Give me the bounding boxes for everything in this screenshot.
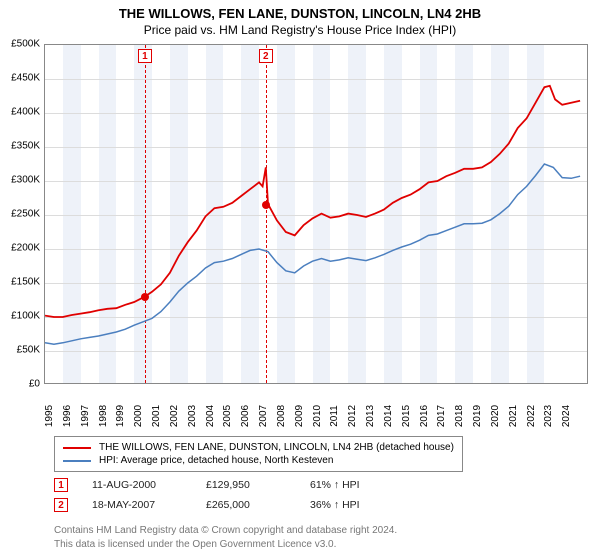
x-axis-label: 2013	[365, 405, 376, 427]
x-axis-label: 2000	[133, 405, 144, 427]
legend-item-series1: THE WILLOWS, FEN LANE, DUNSTON, LINCOLN,…	[63, 441, 454, 454]
sale-row-1: 1 11-AUG-2000 £129,950 61% ↑ HPI	[54, 478, 360, 492]
y-axis-label: £450K	[4, 73, 40, 84]
x-axis-label: 2015	[401, 405, 412, 427]
footer-line2: This data is licensed under the Open Gov…	[54, 538, 397, 552]
y-axis-label: £500K	[4, 39, 40, 50]
x-axis-label: 2002	[169, 405, 180, 427]
x-axis-label: 2008	[276, 405, 287, 427]
x-axis-label: 1996	[62, 405, 73, 427]
x-axis-label: 2020	[490, 405, 501, 427]
chart-subtitle: Price paid vs. HM Land Registry's House …	[0, 23, 600, 37]
x-axis-label: 2012	[347, 405, 358, 427]
x-axis-label: 2017	[436, 405, 447, 427]
x-axis-label: 1995	[44, 405, 55, 427]
x-axis-label: 2019	[472, 405, 483, 427]
sale-row-2: 2 18-MAY-2007 £265,000 36% ↑ HPI	[54, 498, 360, 512]
x-axis-label: 2023	[543, 405, 554, 427]
sale-price: £265,000	[206, 499, 286, 511]
y-axis-label: £50K	[4, 345, 40, 356]
plot-area: 12	[44, 44, 588, 384]
x-axis-label: 2006	[240, 405, 251, 427]
sale-marker-2	[262, 201, 270, 209]
x-axis-label: 1998	[98, 405, 109, 427]
y-axis-label: £200K	[4, 243, 40, 254]
y-axis-label: £400K	[4, 107, 40, 118]
legend-label-series2: HPI: Average price, detached house, Nort…	[99, 455, 333, 466]
legend-item-series2: HPI: Average price, detached house, Nort…	[63, 454, 454, 467]
legend-label-series1: THE WILLOWS, FEN LANE, DUNSTON, LINCOLN,…	[99, 442, 454, 453]
y-axis-label: £150K	[4, 277, 40, 288]
sale-row-flag: 2	[54, 498, 68, 512]
x-axis-label: 2005	[222, 405, 233, 427]
x-axis-label: 2007	[258, 405, 269, 427]
sale-row-flag: 1	[54, 478, 68, 492]
x-axis-label: 2003	[187, 405, 198, 427]
y-axis-label: £100K	[4, 311, 40, 322]
x-axis-label: 2022	[526, 405, 537, 427]
series-line-s2	[45, 164, 580, 344]
legend-swatch-series2	[63, 460, 91, 462]
x-axis-label: 1999	[115, 405, 126, 427]
footer-attribution: Contains HM Land Registry data © Crown c…	[54, 524, 397, 551]
sale-price: £129,950	[206, 479, 286, 491]
sale-date: 18-MAY-2007	[92, 499, 182, 511]
title-block: THE WILLOWS, FEN LANE, DUNSTON, LINCOLN,…	[0, 0, 600, 37]
x-axis-label: 2004	[205, 405, 216, 427]
y-axis-label: £0	[4, 379, 40, 390]
x-axis-label: 2016	[419, 405, 430, 427]
x-axis-label: 2010	[312, 405, 323, 427]
legend-swatch-series1	[63, 447, 91, 449]
sale-pct: 36% ↑ HPI	[310, 499, 360, 511]
chart-container: THE WILLOWS, FEN LANE, DUNSTON, LINCOLN,…	[0, 0, 600, 560]
x-axis-label: 2024	[561, 405, 572, 427]
x-axis-label: 2021	[508, 405, 519, 427]
sale-marker-1	[141, 293, 149, 301]
x-axis-label: 2018	[454, 405, 465, 427]
x-axis-label: 2011	[329, 405, 340, 427]
y-axis-label: £350K	[4, 141, 40, 152]
sale-date: 11-AUG-2000	[92, 479, 182, 491]
legend: THE WILLOWS, FEN LANE, DUNSTON, LINCOLN,…	[54, 436, 463, 472]
x-axis-label: 2009	[294, 405, 305, 427]
chart-title: THE WILLOWS, FEN LANE, DUNSTON, LINCOLN,…	[0, 6, 600, 21]
sale-pct: 61% ↑ HPI	[310, 479, 360, 491]
x-axis-label: 1997	[80, 405, 91, 427]
footer-line1: Contains HM Land Registry data © Crown c…	[54, 524, 397, 538]
x-axis-label: 2014	[383, 405, 394, 427]
x-axis-label: 2001	[151, 405, 162, 427]
y-axis-label: £250K	[4, 209, 40, 220]
series-line-s1	[45, 86, 580, 317]
y-axis-label: £300K	[4, 175, 40, 186]
